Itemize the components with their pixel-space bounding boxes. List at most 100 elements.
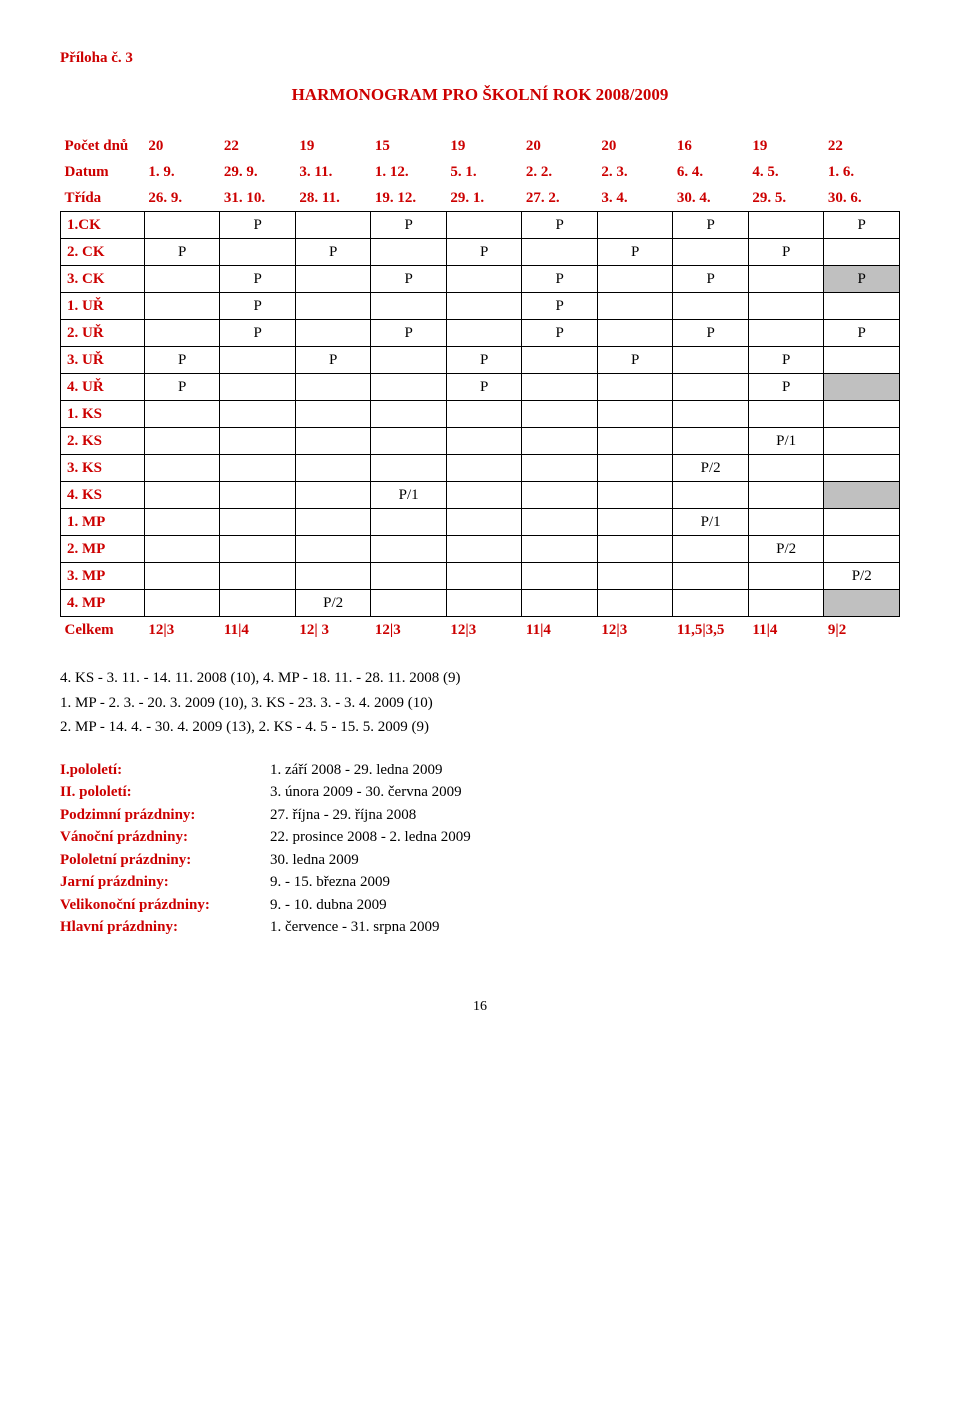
data-cell — [824, 428, 900, 455]
data-cell — [295, 536, 371, 563]
row-label: 2. KS — [61, 428, 145, 455]
table-header-row: Počet dnů20221915192020161922 — [61, 133, 900, 159]
data-cell — [522, 347, 598, 374]
sum-cell: 11|4 — [522, 617, 598, 644]
data-cell — [673, 374, 749, 401]
data-cell: P/2 — [673, 455, 749, 482]
row-label: 4. UŘ — [61, 374, 145, 401]
data-cell — [748, 212, 824, 239]
sum-cell: 12|3 — [446, 617, 522, 644]
data-cell: P/1 — [748, 428, 824, 455]
data-cell — [295, 320, 371, 347]
data-cell — [824, 374, 900, 401]
row-label: 2. MP — [61, 536, 145, 563]
sum-cell: 11|4 — [220, 617, 296, 644]
data-cell — [748, 266, 824, 293]
data-cell — [371, 293, 447, 320]
row-label: 3. KS — [61, 455, 145, 482]
data-cell: P — [673, 266, 749, 293]
table-row: 1. MPP/1 — [61, 509, 900, 536]
data-cell — [597, 563, 673, 590]
data-cell: P/1 — [673, 509, 749, 536]
data-cell: P — [220, 293, 296, 320]
data-cell: P/2 — [748, 536, 824, 563]
data-cell — [220, 509, 296, 536]
row-label: 2. CK — [61, 239, 145, 266]
data-cell — [673, 482, 749, 509]
table-row: 3. KS P/2 — [61, 455, 900, 482]
calendar-row: Podzimní prázdniny:27. října - 29. října… — [60, 804, 900, 827]
header-cell: 3. 11. — [295, 159, 371, 185]
calendar-row: Hlavní prázdniny: 1. července - 31. srpn… — [60, 916, 900, 939]
header-cell: 29. 1. — [446, 185, 522, 212]
note-line: 2. MP - 14. 4. - 30. 4. 2009 (13), 2. KS… — [60, 716, 900, 739]
data-cell — [824, 347, 900, 374]
row-label: 4. KS — [61, 482, 145, 509]
schedule-table: Počet dnů20221915192020161922Datum1. 9.2… — [60, 133, 900, 643]
data-cell — [673, 590, 749, 617]
calendar-value: 30. ledna 2009 — [270, 849, 900, 872]
data-cell: P — [824, 212, 900, 239]
header-cell: 29. 5. — [748, 185, 824, 212]
data-cell: P — [220, 212, 296, 239]
data-cell: P — [371, 320, 447, 347]
notes-block: 4. KS - 3. 11. - 14. 11. 2008 (10), 4. M… — [60, 667, 900, 739]
data-cell — [597, 266, 673, 293]
calendar-row: I.pololetí:1. září 2008 - 29. ledna 2009 — [60, 759, 900, 782]
sum-cell: 11,5|3,5 — [673, 617, 749, 644]
data-cell — [522, 401, 598, 428]
data-cell — [295, 212, 371, 239]
data-cell: P — [295, 347, 371, 374]
data-cell — [824, 239, 900, 266]
data-cell — [824, 590, 900, 617]
data-cell — [371, 239, 447, 266]
sum-cell: 11|4 — [748, 617, 824, 644]
data-cell — [597, 536, 673, 563]
data-cell — [446, 401, 522, 428]
data-cell — [446, 563, 522, 590]
data-cell — [220, 590, 296, 617]
calendar-row: Jarní prázdniny: 9. - 15. března 2009 — [60, 871, 900, 894]
calendar-key: Podzimní prázdniny: — [60, 804, 270, 827]
data-cell — [371, 509, 447, 536]
calendar-key: I.pololetí: — [60, 759, 270, 782]
data-cell — [220, 482, 296, 509]
data-cell — [295, 374, 371, 401]
header-cell: 15 — [371, 133, 447, 159]
data-cell — [371, 536, 447, 563]
data-cell — [748, 401, 824, 428]
data-cell — [673, 536, 749, 563]
header-cell: 3. 4. — [597, 185, 673, 212]
data-cell — [144, 266, 220, 293]
data-cell — [295, 293, 371, 320]
table-row: 3. UŘPPPPP — [61, 347, 900, 374]
row-label: 1. UŘ — [61, 293, 145, 320]
data-cell — [673, 293, 749, 320]
data-cell — [673, 563, 749, 590]
data-cell: P — [673, 320, 749, 347]
data-cell — [295, 428, 371, 455]
data-cell — [144, 320, 220, 347]
data-cell: P — [597, 347, 673, 374]
data-cell — [748, 455, 824, 482]
data-cell: P — [673, 212, 749, 239]
data-cell — [597, 374, 673, 401]
data-cell — [446, 590, 522, 617]
data-cell: P/2 — [295, 590, 371, 617]
table-row: 4. MP P/2 — [61, 590, 900, 617]
row-label: 3. MP — [61, 563, 145, 590]
data-cell — [220, 401, 296, 428]
sum-label: Celkem — [61, 617, 145, 644]
table-row: 2. MP P/2 — [61, 536, 900, 563]
table-row: 4. UŘPPP — [61, 374, 900, 401]
row-label: 1. KS — [61, 401, 145, 428]
calendar-value: 27. října - 29. října 2008 — [270, 804, 900, 827]
calendar-block: I.pololetí:1. září 2008 - 29. ledna 2009… — [60, 759, 900, 939]
row-label: 4. MP — [61, 590, 145, 617]
data-cell: P — [144, 347, 220, 374]
data-cell: P — [446, 347, 522, 374]
document-title: HARMONOGRAM PRO ŠKOLNÍ ROK 2008/2009 — [60, 85, 900, 105]
data-cell — [446, 482, 522, 509]
calendar-row: Pololetní prázdniny:30. ledna 2009 — [60, 849, 900, 872]
data-cell — [144, 509, 220, 536]
